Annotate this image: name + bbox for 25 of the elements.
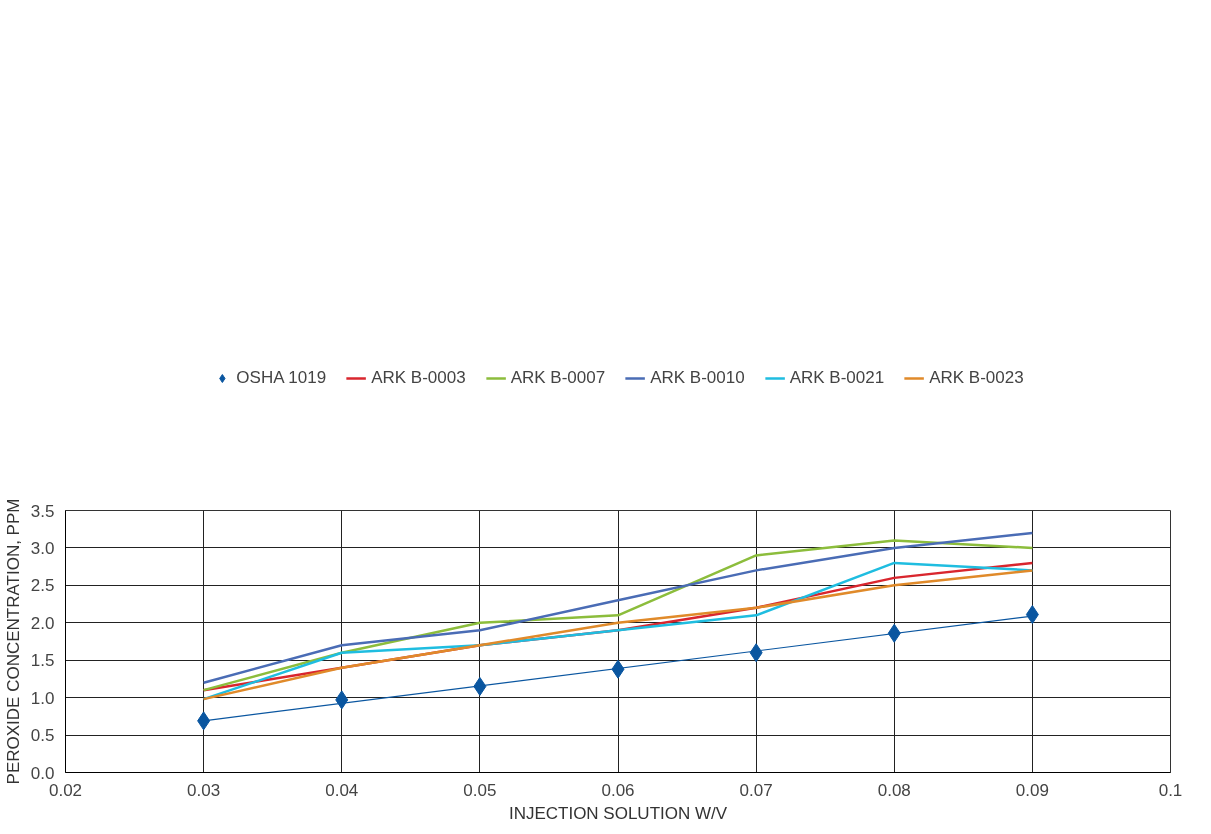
x-tick-label: 0.09 bbox=[1015, 780, 1049, 800]
y-tick-label: 3.0 bbox=[30, 538, 55, 558]
legend-label: ARK B-0023 bbox=[929, 367, 1024, 388]
y-tick-label: 2.5 bbox=[30, 576, 55, 596]
legend-label: OSHA 1019 bbox=[236, 367, 327, 388]
x-tick-label: 0.07 bbox=[739, 780, 773, 800]
x-tick-label: 0.03 bbox=[187, 780, 221, 800]
y-tick-label: 1.0 bbox=[30, 688, 55, 708]
y-tick-label: 1.5 bbox=[30, 651, 55, 671]
x-tick-label: 0.05 bbox=[463, 780, 497, 800]
y-tick-label: 0.5 bbox=[30, 726, 55, 746]
y-tick-label: 2.0 bbox=[30, 613, 55, 633]
x-tick-label: 0.04 bbox=[325, 780, 359, 800]
y-axis-title: PEROXIDE CONCENTRATION, PPM bbox=[3, 498, 23, 785]
legend-label: ARK B-0003 bbox=[371, 367, 466, 388]
x-tick-label: 0.08 bbox=[877, 780, 911, 800]
x-tick-label: 0.1 bbox=[1158, 780, 1183, 800]
x-tick-label: 0.02 bbox=[48, 780, 83, 800]
legend-label: ARK B-0010 bbox=[650, 367, 745, 388]
legend-label: ARK B-0007 bbox=[510, 367, 606, 388]
y-tick-label: 0.0 bbox=[30, 763, 55, 783]
legend-label: ARK B-0021 bbox=[789, 367, 885, 388]
x-axis-title: INJECTION SOLUTION W/V bbox=[508, 803, 728, 823]
x-tick-label: 0.06 bbox=[601, 780, 635, 800]
y-tick-label: 3.5 bbox=[30, 501, 55, 521]
